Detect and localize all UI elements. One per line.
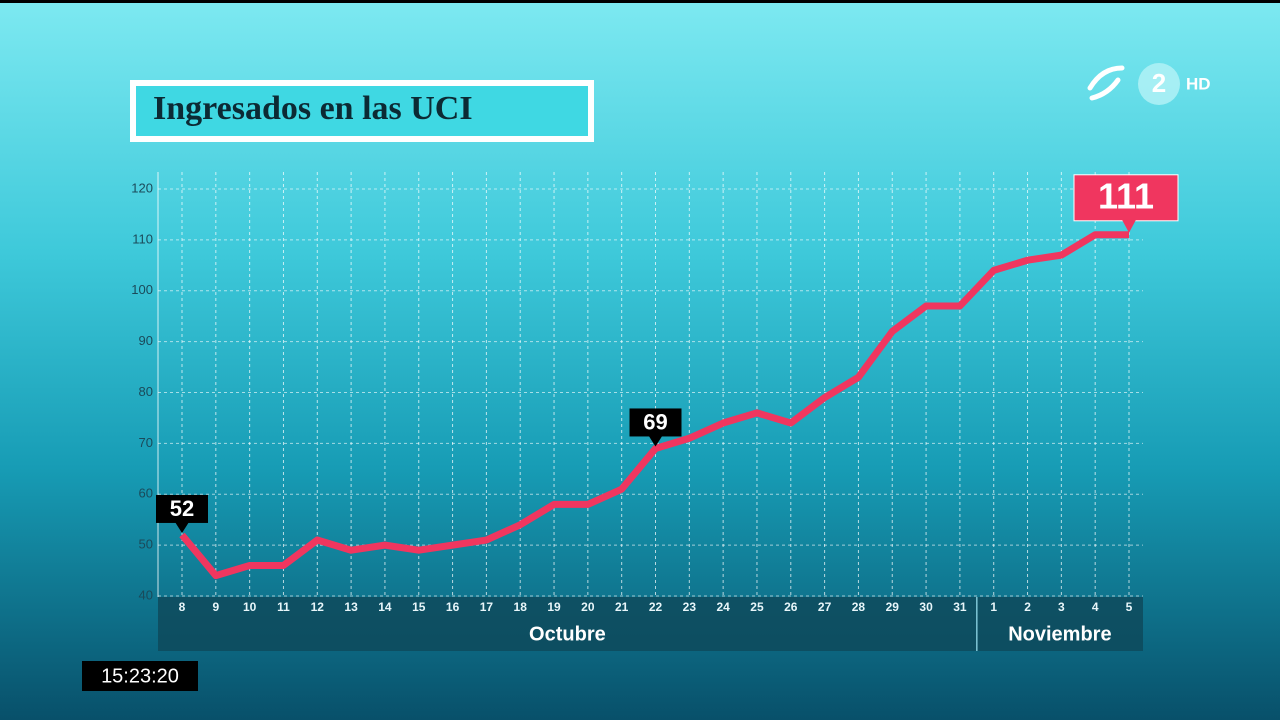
x-tick-label: 31	[953, 600, 967, 614]
x-tick-label: 10	[243, 600, 257, 614]
value-callout: 52	[156, 494, 208, 533]
x-tick-label: 19	[547, 600, 561, 614]
callout-box	[156, 494, 208, 523]
title-box	[136, 86, 588, 136]
x-tick-label: 8	[179, 600, 186, 614]
y-tick-label: 50	[139, 537, 153, 552]
channel-number: 2	[1152, 68, 1166, 98]
x-tick-label: 18	[514, 600, 528, 614]
value-callout: 111	[1073, 174, 1179, 233]
logo-arc	[1089, 77, 1121, 101]
x-tick-label: 22	[649, 600, 663, 614]
x-tick-label: 16	[446, 600, 460, 614]
x-tick-label: 27	[818, 600, 832, 614]
channel-logo: 2 HD	[1087, 63, 1211, 105]
y-tick-label: 90	[139, 333, 153, 348]
x-tick-label: 23	[683, 600, 697, 614]
callout-pointer	[648, 435, 663, 447]
top-strip	[0, 0, 1280, 3]
x-tick-label: 26	[784, 600, 798, 614]
y-tick-label: 70	[139, 435, 153, 450]
value-label: 111	[1098, 175, 1154, 216]
x-tick-label: 21	[615, 600, 629, 614]
logo-circle	[1138, 63, 1180, 105]
value-label: 69	[643, 409, 667, 434]
y-tick-label: 80	[139, 384, 153, 399]
logo-arc	[1087, 65, 1125, 91]
x-tick-label: 5	[1126, 600, 1133, 614]
y-tick-label: 60	[139, 486, 153, 501]
y-tick-label: 110	[132, 231, 153, 246]
x-tick-label: 3	[1058, 600, 1065, 614]
callout-box	[1073, 174, 1179, 222]
x-group-label: Noviembre	[1008, 623, 1111, 645]
y-tick-label: 40	[139, 587, 153, 602]
x-tick-label: 2	[1024, 600, 1031, 614]
x-axis-band	[158, 597, 1143, 651]
x-tick-label: 15	[412, 600, 426, 614]
x-tick-label: 4	[1092, 600, 1099, 614]
callout-box	[629, 408, 682, 437]
chart-title: Ingresados en las UCI	[153, 90, 473, 127]
channel-suffix: HD	[1186, 74, 1211, 93]
x-tick-label: 9	[212, 600, 219, 614]
x-tick-label: 29	[886, 600, 900, 614]
x-tick-label: 1	[990, 600, 997, 614]
y-tick-label: 120	[131, 180, 153, 195]
x-tick-label: 11	[277, 600, 290, 614]
callout-pointer	[1122, 219, 1136, 233]
data-line	[179, 231, 1129, 580]
x-tick-label: 14	[378, 600, 392, 614]
x-tick-label: 30	[919, 600, 933, 614]
callout-pointer	[175, 521, 189, 533]
x-tick-label: 25	[750, 600, 764, 614]
x-tick-label: 28	[852, 600, 866, 614]
x-tick-label: 24	[716, 600, 730, 614]
x-tick-label: 17	[480, 600, 494, 614]
x-tick-label: 13	[344, 600, 358, 614]
x-group-label: Octubre	[529, 623, 606, 645]
value-callout: 69	[629, 408, 682, 447]
clock: 15:23:20	[101, 665, 179, 687]
x-tick-label: 20	[581, 600, 595, 614]
x-tick-label: 12	[311, 600, 325, 614]
clock-box	[82, 661, 198, 691]
y-tick-label: 100	[131, 282, 153, 297]
value-label: 52	[170, 496, 194, 521]
